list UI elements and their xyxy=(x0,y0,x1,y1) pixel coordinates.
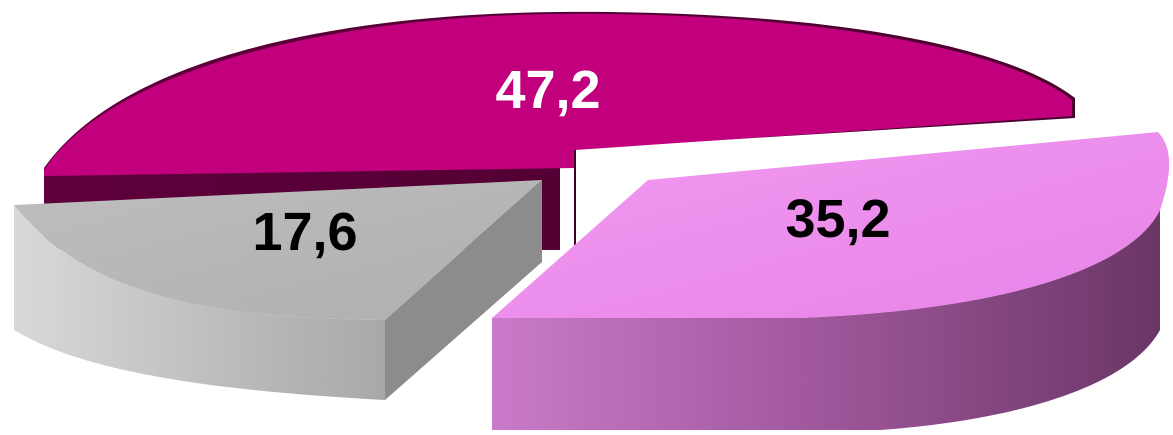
pie-slice-3-outer-side xyxy=(14,205,385,400)
data-label-slice-3: 17,6 xyxy=(252,202,357,262)
pie-slice-3-top xyxy=(14,180,542,320)
data-label-slice-2: 35,2 xyxy=(785,189,890,249)
pie-slice-1 xyxy=(44,11,1075,250)
pie-slice-2-top xyxy=(492,132,1170,318)
pie-slice-1-top xyxy=(44,13,1072,176)
pie-slice-3-inner-side xyxy=(385,180,542,400)
pie-slice-2 xyxy=(492,132,1170,430)
pie-slice-2-side xyxy=(492,210,1160,430)
pie-slice-3 xyxy=(14,180,542,400)
data-label-slice-1: 47,2 xyxy=(495,60,600,120)
